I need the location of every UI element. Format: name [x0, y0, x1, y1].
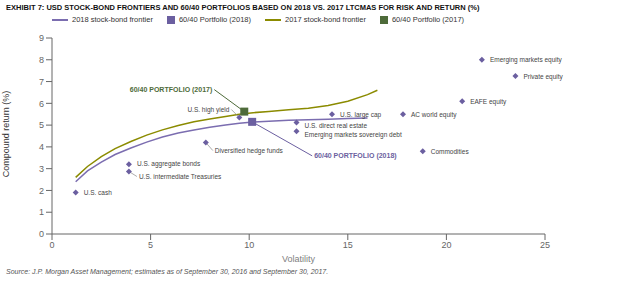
html-text:2018 stock-bond frontier: 2018 stock-bond frontier [72, 15, 153, 24]
svg-text:8: 8 [39, 55, 44, 65]
svg-text:U.S. aggregate bonds: U.S. aggregate bonds [137, 160, 201, 168]
html-text:2017 stock-bond frontier: 2017 stock-bond frontier [285, 15, 366, 24]
svg-text:15: 15 [343, 240, 353, 250]
svg-text:25: 25 [540, 240, 550, 250]
svg-text:U.S. direct real estate: U.S. direct real estate [305, 122, 368, 129]
svg-text:U.S. high yield: U.S. high yield [187, 106, 229, 114]
svg-text:60/40 PORTFOLIO (2018): 60/40 PORTFOLIO (2018) [314, 152, 396, 160]
svg-text:Private equity: Private equity [523, 73, 563, 81]
svg-text:0: 0 [39, 229, 44, 239]
svg-text:Emerging markets sovereign deb: Emerging markets sovereign debt [305, 131, 402, 139]
svg-text:U.S. intermediate Treasuries: U.S. intermediate Treasuries [139, 173, 222, 180]
html-text:EXHIBIT 7: USD STOCK-BOND FRON: EXHIBIT 7: USD STOCK-BOND FRONTIERS AND … [6, 3, 480, 12]
svg-text:4: 4 [39, 142, 44, 152]
svg-text:1: 1 [39, 207, 44, 217]
svg-text:U.S. cash: U.S. cash [84, 189, 113, 196]
svg-text:6: 6 [39, 99, 44, 109]
html-text:60/40 Portfolio (2017): 60/40 Portfolio (2017) [391, 15, 465, 24]
svg-text:3: 3 [39, 164, 44, 174]
svg-text:60/40 PORTFOLIO (2017): 60/40 PORTFOLIO (2017) [130, 86, 212, 94]
svg-text:Volatility: Volatility [282, 254, 316, 264]
svg-text:Commodities: Commodities [431, 148, 470, 155]
svg-text:9: 9 [39, 33, 44, 43]
svg-text:5: 5 [148, 240, 153, 250]
html-text:Compound return (%): Compound return (%) [1, 90, 11, 178]
svg-text:7: 7 [39, 77, 44, 87]
svg-text:2: 2 [39, 186, 44, 196]
svg-text:EAFE equity: EAFE equity [470, 98, 507, 106]
svg-text:AC world equity: AC world equity [411, 111, 457, 119]
svg-text:5: 5 [39, 120, 44, 130]
html-text:60/40 Portfolio (2018): 60/40 Portfolio (2018) [178, 15, 251, 24]
html-text:Source: J.P. Morgan Asset Mana: Source: J.P. Morgan Asset Management; es… [6, 268, 329, 275]
svg-text:10: 10 [244, 240, 254, 250]
svg-text:Emerging markets equity: Emerging markets equity [490, 56, 563, 64]
svg-text:20: 20 [441, 240, 451, 250]
svg-text:0: 0 [49, 240, 54, 250]
svg-text:Diversified hedge funds: Diversified hedge funds [215, 147, 284, 155]
svg-text:U.S. large cap: U.S. large cap [340, 111, 382, 119]
